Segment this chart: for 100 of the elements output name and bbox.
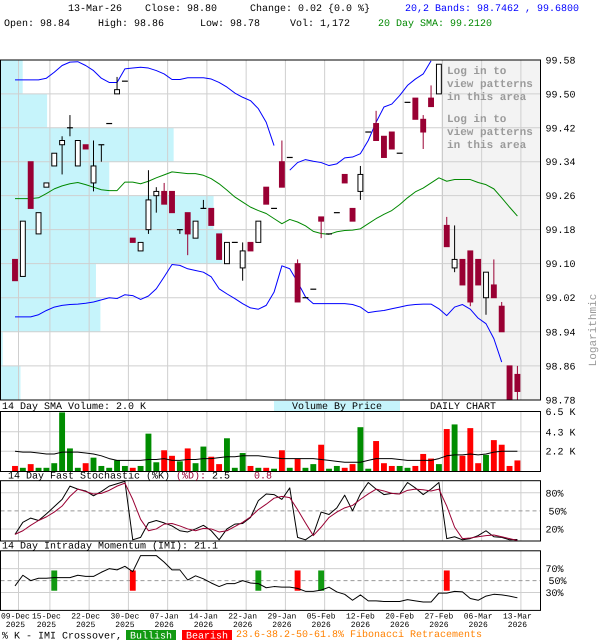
text: Vol: 1,172 <box>290 18 350 30</box>
annotation: Log in to view patterns in this area <box>447 114 533 152</box>
candlestick <box>224 242 230 264</box>
y-tick-label: 20% <box>546 525 564 536</box>
y-tick-label: 70% <box>546 565 564 576</box>
chart-title: 14 Day Fast Stochastic <box>8 470 140 482</box>
y-axis-title: Logarithmic <box>588 294 600 366</box>
candlestick <box>388 132 395 150</box>
x-tick-label: 20-Feb 2026 <box>385 612 414 630</box>
bar <box>436 464 442 472</box>
candlestick <box>51 152 58 166</box>
x-tick-label: 15-Dec 2025 <box>32 612 61 630</box>
y-tick-label: 99.02 <box>546 294 576 306</box>
text: Change: 0.02 {0.0 %} <box>250 3 370 15</box>
candlestick <box>444 216 450 248</box>
y-tick-label: 99.18 <box>546 226 576 238</box>
bar <box>475 463 482 472</box>
bar <box>200 446 206 472</box>
bar <box>444 429 450 472</box>
line-series <box>14 171 518 235</box>
bar <box>381 463 387 472</box>
ref-line-label: 50% <box>548 507 567 518</box>
text: Low: 98.78 <box>200 19 260 30</box>
candlestick <box>240 242 246 282</box>
bar <box>176 461 183 472</box>
candlestick <box>381 136 387 158</box>
text: Bullish <box>130 630 172 640</box>
bar <box>278 450 285 472</box>
y-tick-label: 99.42 <box>546 124 576 136</box>
bar <box>161 450 168 472</box>
candlestick <box>373 110 380 141</box>
bar <box>240 453 246 472</box>
text: 13-Mar-26 <box>68 4 122 15</box>
y-tick-label: 99.50 <box>546 90 576 102</box>
candlestick <box>412 98 418 120</box>
bar <box>514 460 520 472</box>
x-tick-label: 22-Dec 2025 <box>71 612 100 630</box>
text: (%K) <box>146 470 170 482</box>
y-tick-label: 4.3 K <box>546 428 576 440</box>
y-tick-label: 6.5 K <box>546 408 576 419</box>
text: 23.6-38.2-50-61.8% Fibonacci Retracements <box>236 629 482 640</box>
y-tick-label: 98.78 <box>546 396 576 408</box>
candlestick <box>153 186 160 214</box>
bar <box>294 458 301 472</box>
bar <box>82 463 89 472</box>
candlestick <box>114 76 120 94</box>
bar <box>326 468 332 472</box>
bar <box>248 466 254 472</box>
y-tick-label: 99.10 <box>546 260 576 272</box>
candlestick <box>12 258 18 282</box>
bar <box>334 466 340 472</box>
candlestick <box>161 182 168 205</box>
candlestick <box>208 208 214 226</box>
bar <box>318 444 324 472</box>
candlestick <box>36 212 42 234</box>
bar <box>192 463 198 472</box>
x-tick-label: 13-Mar 2026 <box>502 612 532 630</box>
bar <box>216 464 222 472</box>
x-tick-label: 30-Dec 2025 <box>110 612 140 630</box>
bar <box>98 466 104 472</box>
x-tick-label: 27-Feb 2026 <box>424 612 454 630</box>
candlestick <box>263 186 270 205</box>
y-tick-label: 80% <box>546 489 564 500</box>
x-tick-label: 12-Feb 2026 <box>346 612 375 630</box>
bar <box>12 466 18 472</box>
bar <box>483 454 489 472</box>
candlestick <box>90 140 96 192</box>
candlestick <box>192 220 198 239</box>
bar <box>138 466 144 472</box>
candlestick <box>490 258 497 298</box>
text: Volume By Price <box>292 401 382 413</box>
annotation: DAILY CHART <box>430 402 496 413</box>
candlestick <box>514 365 520 400</box>
x-tick-label: 22-Jan 2026 <box>228 612 258 630</box>
bar <box>59 412 66 472</box>
line-series <box>14 450 518 463</box>
bar <box>428 458 434 472</box>
annotation: 0.8 <box>254 472 272 482</box>
candlestick <box>350 208 356 222</box>
bar <box>224 438 230 472</box>
y-tick-label: 2.2 K <box>546 448 576 459</box>
candlestick <box>184 212 191 256</box>
bar <box>114 460 120 472</box>
text: Bearish <box>186 630 228 640</box>
bar <box>396 466 403 472</box>
bar <box>169 456 175 472</box>
y-tick-label: 99.26 <box>546 192 576 204</box>
bar <box>67 448 73 472</box>
text: Close: 98.80 <box>145 3 218 15</box>
chart-title: 14 Day SMA Volume: 2.0 K <box>2 401 146 413</box>
text: (%D): <box>176 470 206 482</box>
bar <box>412 466 418 472</box>
bar <box>460 456 466 472</box>
candlestick <box>59 136 66 175</box>
candlestick <box>428 84 434 108</box>
x-tick-label: 05-Feb 2026 <box>306 612 336 630</box>
bar <box>122 466 128 472</box>
text: Open: 98.84 <box>4 19 70 30</box>
bar <box>490 440 497 472</box>
candlestick <box>420 114 426 150</box>
